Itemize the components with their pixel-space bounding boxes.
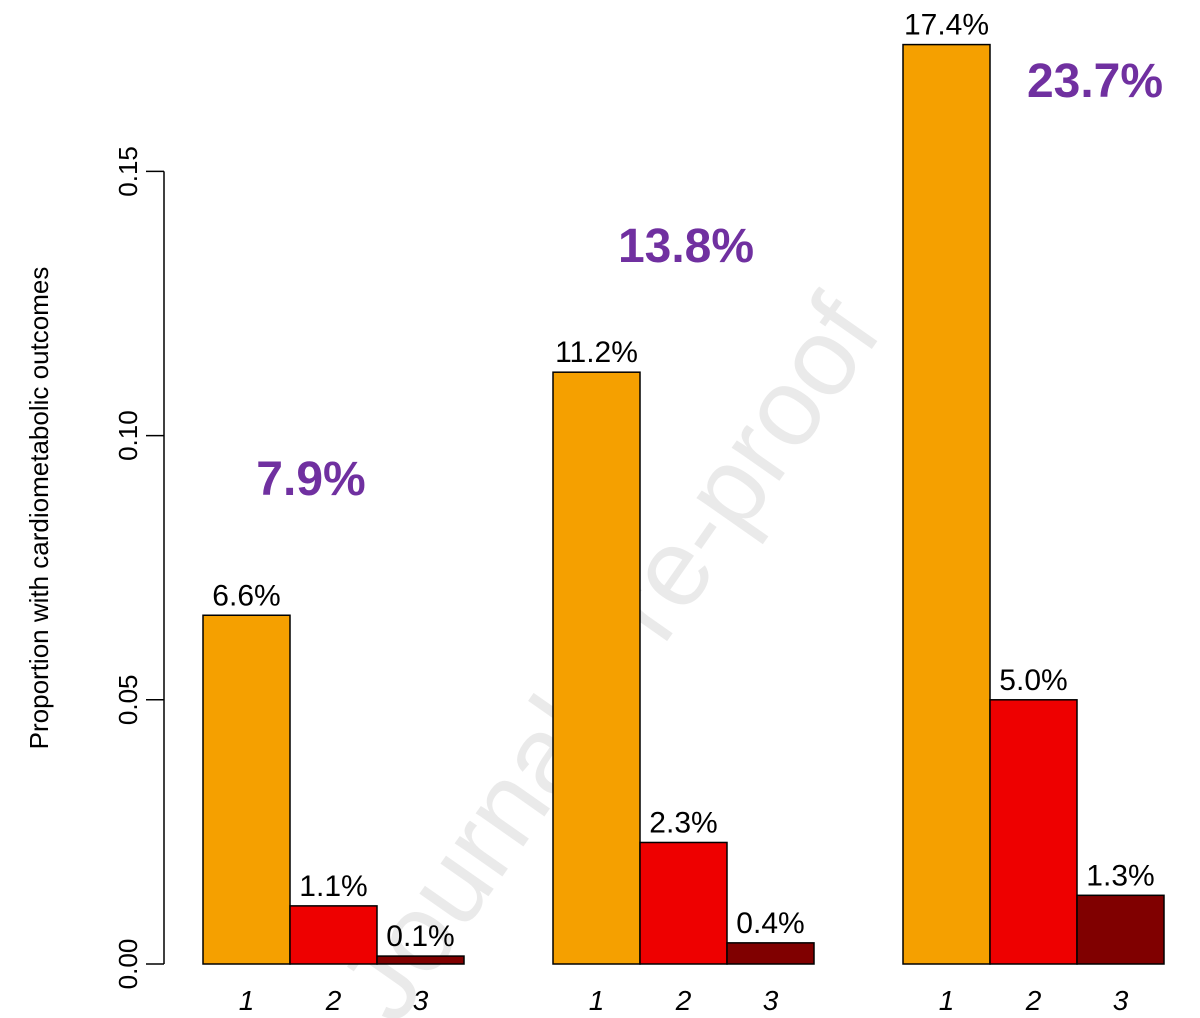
category-label: 3 bbox=[1113, 985, 1129, 1016]
category-label: 1 bbox=[589, 985, 605, 1016]
bar-value-label: 0.4% bbox=[736, 907, 804, 940]
bar-value-label: 11.2% bbox=[555, 336, 638, 369]
bar bbox=[639, 841, 728, 965]
group-total-label: 23.7% bbox=[1027, 55, 1163, 108]
bar bbox=[289, 905, 378, 965]
y-axis: 0.00 0.05 0.10 0.15 Proportion with cardiome… bbox=[24, 146, 165, 990]
group-total-label: 7.9% bbox=[256, 453, 365, 506]
bar bbox=[902, 43, 991, 965]
category-label: 3 bbox=[413, 985, 429, 1016]
bars bbox=[202, 43, 1165, 965]
category-label: 3 bbox=[763, 985, 779, 1016]
bar-value-label: 2.3% bbox=[649, 806, 717, 839]
category-label: 1 bbox=[239, 985, 255, 1016]
y-tick-label: 0.15 bbox=[113, 146, 143, 197]
category-label: 2 bbox=[325, 985, 342, 1016]
group-total-label: 13.8% bbox=[618, 220, 754, 273]
labels: 6.6% 1 1.1% 2 0.1% 3 7.9% 11.2% 1 2.3% 2 0.4% 3 13.8%… bbox=[212, 9, 1166, 1016]
bar-value-label: 0.1% bbox=[386, 920, 454, 953]
bar bbox=[989, 699, 1078, 965]
bar-value-label: 1.3% bbox=[1086, 859, 1154, 892]
y-tick-label: 0.00 bbox=[113, 939, 143, 990]
bar bbox=[726, 942, 815, 965]
bar-value-label: 5.0% bbox=[999, 664, 1067, 697]
y-tick-label: 0.10 bbox=[113, 410, 143, 461]
bar-value-label: 6.6% bbox=[212, 579, 280, 612]
category-label: 1 bbox=[939, 985, 955, 1016]
y-tick-label: 0.05 bbox=[113, 674, 143, 725]
category-label: 2 bbox=[1025, 985, 1042, 1016]
y-axis-title: Proportion with cardiometabolic outcomes bbox=[24, 267, 54, 750]
bar bbox=[1076, 894, 1165, 965]
category-label: 2 bbox=[675, 985, 692, 1016]
bar bbox=[202, 614, 291, 965]
bar-value-label: 1.1% bbox=[299, 870, 367, 903]
bar bbox=[376, 955, 465, 965]
bar-value-label: 17.4% bbox=[904, 9, 989, 42]
bar bbox=[552, 371, 641, 965]
